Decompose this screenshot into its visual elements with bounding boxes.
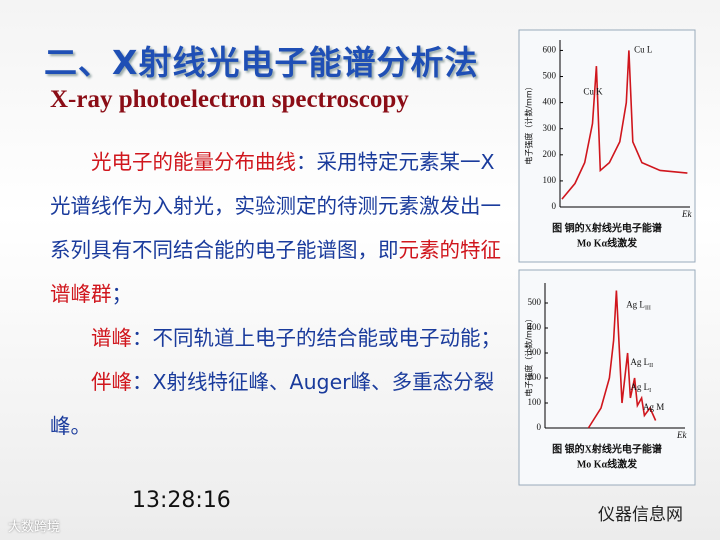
paragraph: 光电子的能量分布曲线：采用特定元素某一X光谱线作为入射光，实验测定的待测元素激发… [50,140,510,316]
y-tick-label: 0 [537,422,542,432]
text-run: ：采用特定元素某一X光谱线作为入射光，实验测定的待测元素激发出一系列具有不同结合… [50,150,501,262]
watermark: 仪器信息网 [598,505,683,525]
watermark: 大数跨境 [8,520,61,535]
y-axis-label: 电子强度（计数/mm） [524,82,534,164]
y-tick-label: 200 [543,149,557,159]
peak-label: Ag LI [630,382,651,394]
y-tick-label: 300 [528,347,542,357]
y-tick-label: 600 [543,45,557,55]
x-axis-label: Ek [676,430,687,440]
peak-label: Cu L [634,45,652,55]
y-tick-label: 200 [528,372,542,382]
peak-label: Ag LII [630,357,653,369]
y-tick-label: 100 [543,175,557,185]
y-tick-label: 500 [528,297,542,307]
x-axis-label: Ek [681,209,692,219]
y-tick-label: 0 [552,201,557,211]
y-tick-label: 400 [528,322,542,332]
body-text: 光电子的能量分布曲线：采用特定元素某一X光谱线作为入射光，实验测定的待测元素激发… [50,140,510,448]
chart-panel [518,269,696,486]
timestamp: 13:28:16 [132,488,231,513]
caption: 图 铜的X射线光电子能谱 [552,221,662,234]
y-axis-label: 电子强度（计数/mm） [524,314,534,396]
y-tick-label: 400 [543,97,557,107]
y-tick-label: 500 [543,71,557,81]
text-run: 元素的特征谱峰群 [50,238,501,306]
peak-label-sub: III [645,306,651,312]
text-run: 谱峰 [91,326,132,350]
text-run: ：X射线特征峰、Auger峰、多重态分裂峰。 [50,370,495,438]
text-run: 光电子的能量分布曲线 [91,150,296,174]
y-tick-label: 300 [543,123,557,133]
paragraph: 谱峰：不同轨道上电子的结合能或电子动能； [50,316,510,360]
peak-label-sub: I [649,388,651,394]
caption: Mo Kα线激发 [577,457,638,470]
peak-label-sub: II [649,363,653,369]
peak-label: Cu K [583,86,603,96]
text-run: ； [111,282,133,306]
chart-panel [518,29,696,263]
subtitle: X-ray photoelectron spectroscopy [50,86,409,113]
text-run: 伴峰 [91,370,132,394]
spectrum-line [561,50,688,200]
spectrum-line [587,290,657,429]
y-tick-label: 100 [528,397,542,407]
paragraph: 伴峰：X射线特征峰、Auger峰、多重态分裂峰。 [50,360,510,448]
text-run: ：不同轨道上电子的结合能或电子动能； [132,326,501,350]
peak-label: Ag LIII [626,300,651,312]
title: 二、X射线光电子能谱分析法 [44,43,479,82]
peak-label: Ag M [643,402,664,412]
caption: 图 银的X射线光电子能谱 [552,442,662,455]
caption: Mo Kα线激发 [577,236,638,249]
